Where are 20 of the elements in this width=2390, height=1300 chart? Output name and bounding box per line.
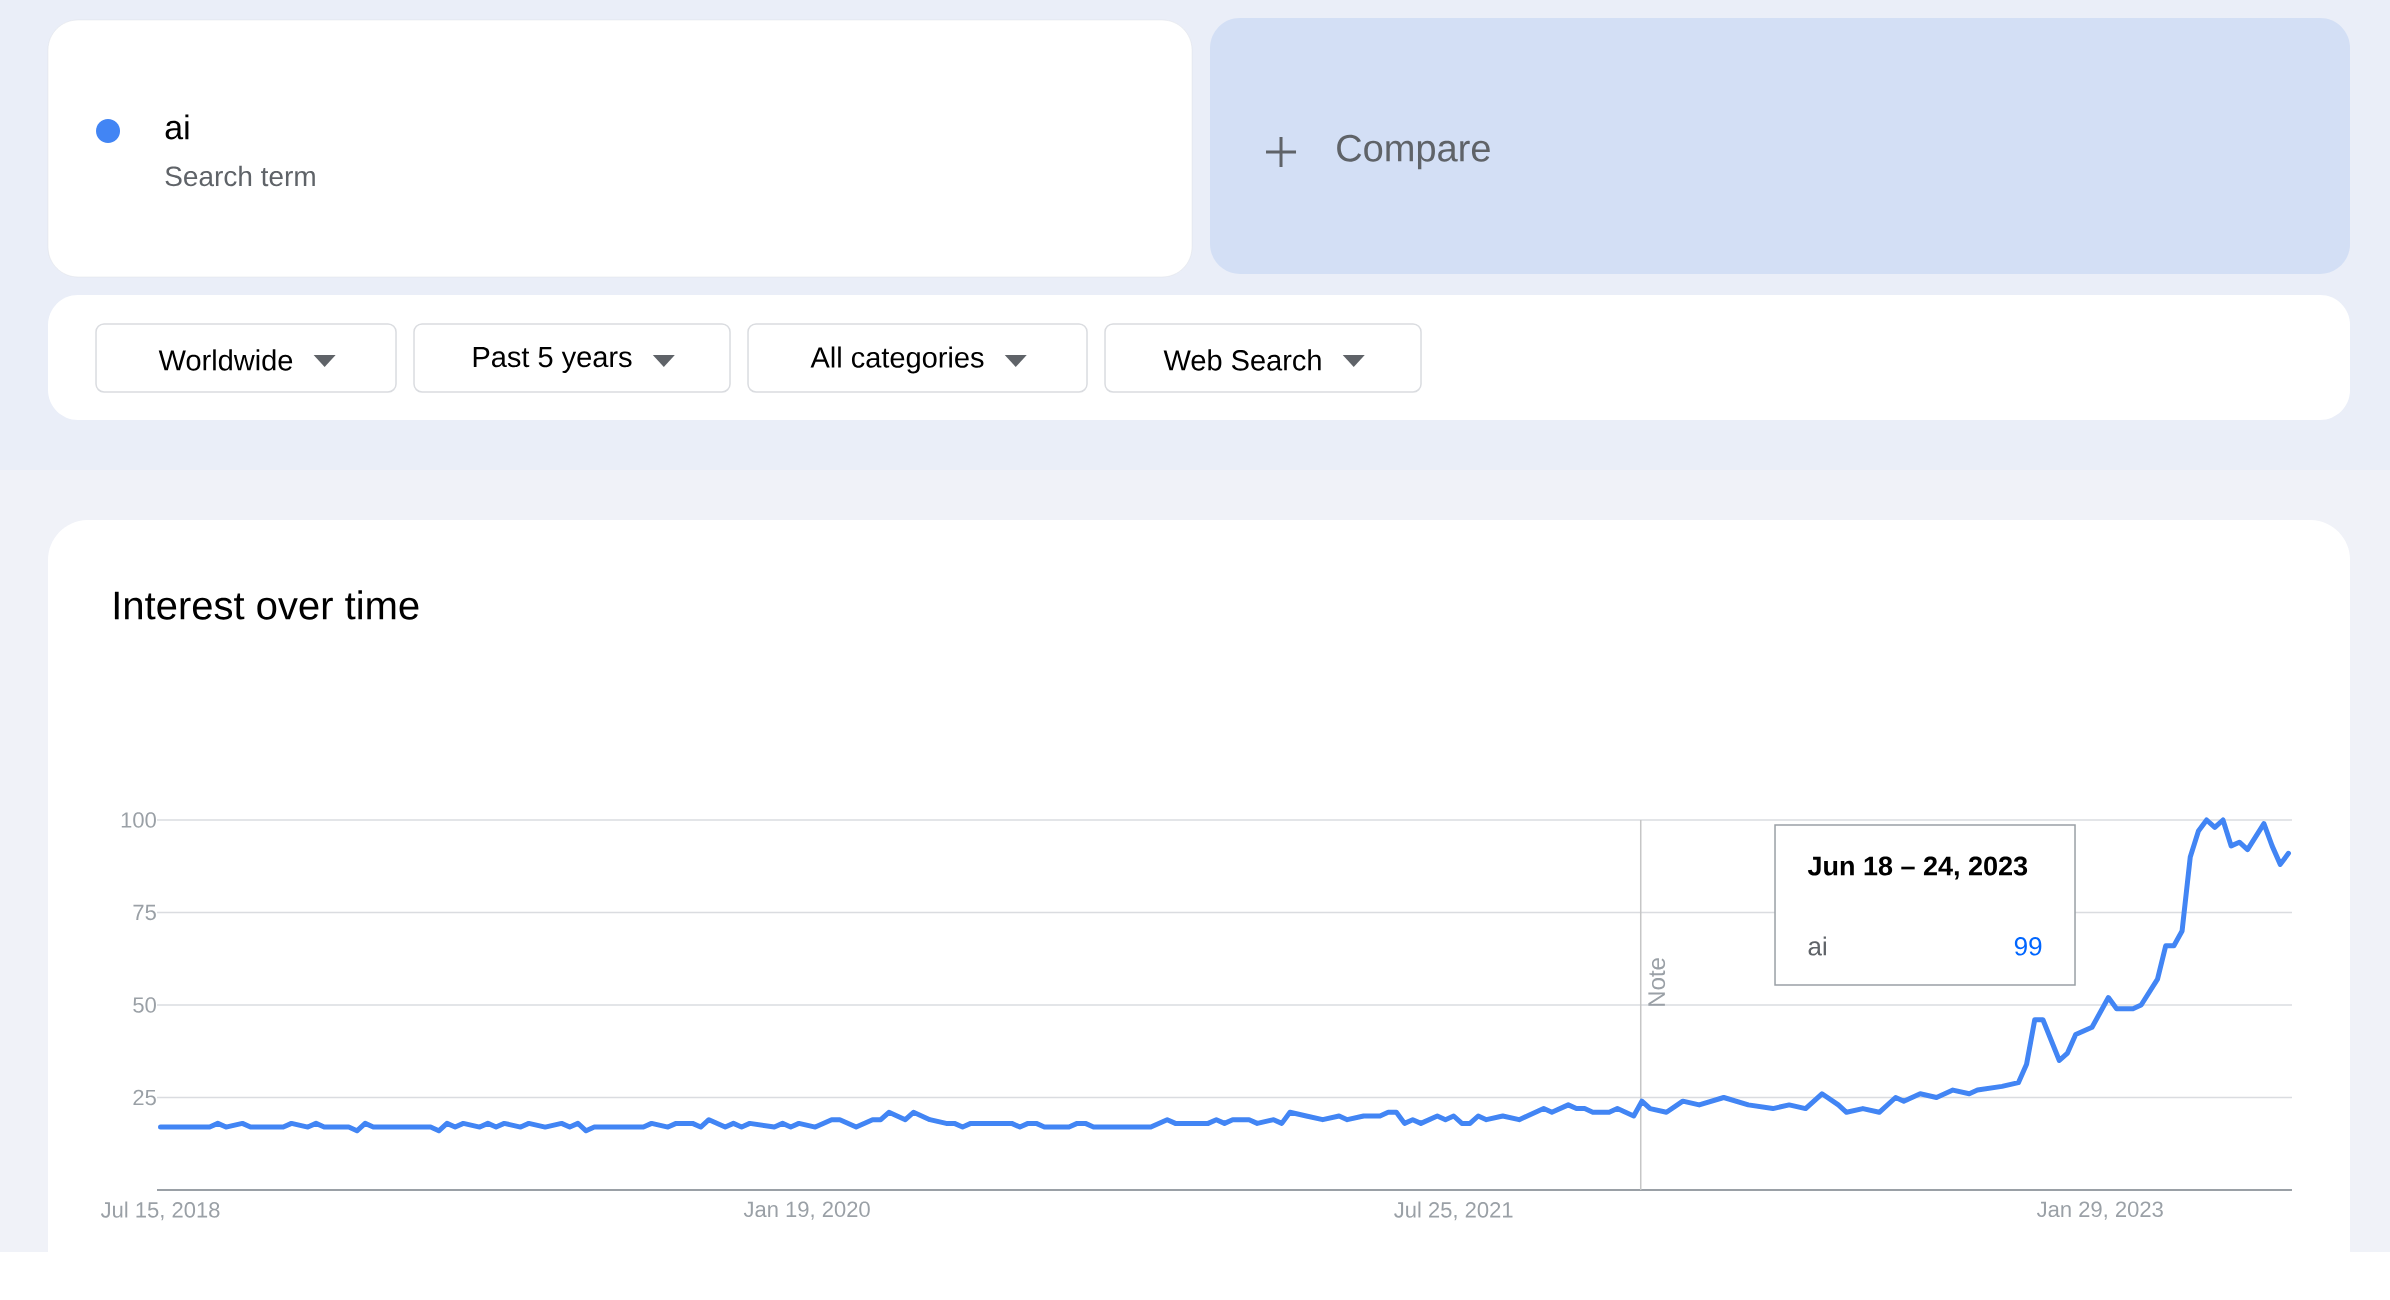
legend-label: ai [165,114,189,140]
y-tick-label: 75 [133,904,156,921]
text: Web Search [1163,349,1321,371]
text: Past 5 years [473,347,632,373]
x-tick-label: Jul 25, 2021 [1394,1201,1513,1221]
x-tick-label: Jan 29, 2023 [2036,1201,2163,1220]
annotation: 99 [2014,937,2042,956]
text: Search term [165,165,315,187]
text: Worldwide [158,349,293,371]
ref-line-label: Note [1648,958,1666,1006]
chart-title: Interest over time [114,590,419,620]
annotation: Jun 18 – 24, 2023 [1807,856,2028,880]
x-tick-label: Jul 15, 2018 [100,1201,220,1221]
text: All categories [810,346,984,374]
y-tick-label: 25 [133,1089,156,1106]
x-tick-label: Jan 19, 2020 [743,1201,870,1220]
y-tick-label: 50 [133,997,156,1013]
text: Compare [1337,134,1490,170]
annotation: ai [1808,936,1826,956]
y-tick-label: 100 [121,812,156,828]
